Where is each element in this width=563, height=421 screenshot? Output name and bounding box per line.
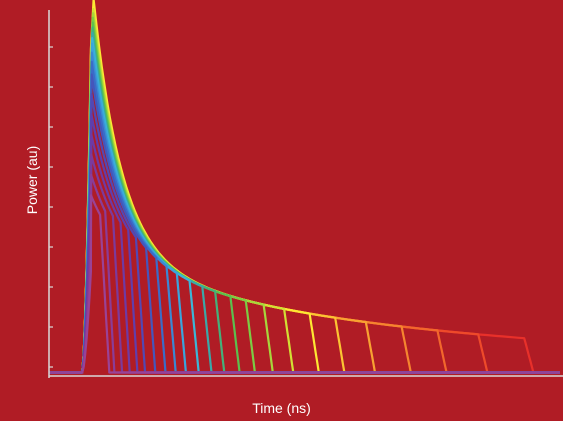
axes-group [48, 10, 563, 378]
series-line-24 [49, 194, 560, 374]
series-line-20 [49, 112, 560, 374]
x-axis-label: Time (ns) [252, 400, 311, 416]
series-group [49, 0, 560, 374]
series-line-23 [49, 173, 560, 374]
series-line-17 [49, 60, 560, 374]
series-line-21 [49, 133, 560, 374]
series-line-19 [49, 93, 560, 374]
y-axis-label: Power (au) [24, 145, 40, 215]
series-line-18 [49, 73, 560, 374]
series-line-22 [49, 153, 560, 374]
